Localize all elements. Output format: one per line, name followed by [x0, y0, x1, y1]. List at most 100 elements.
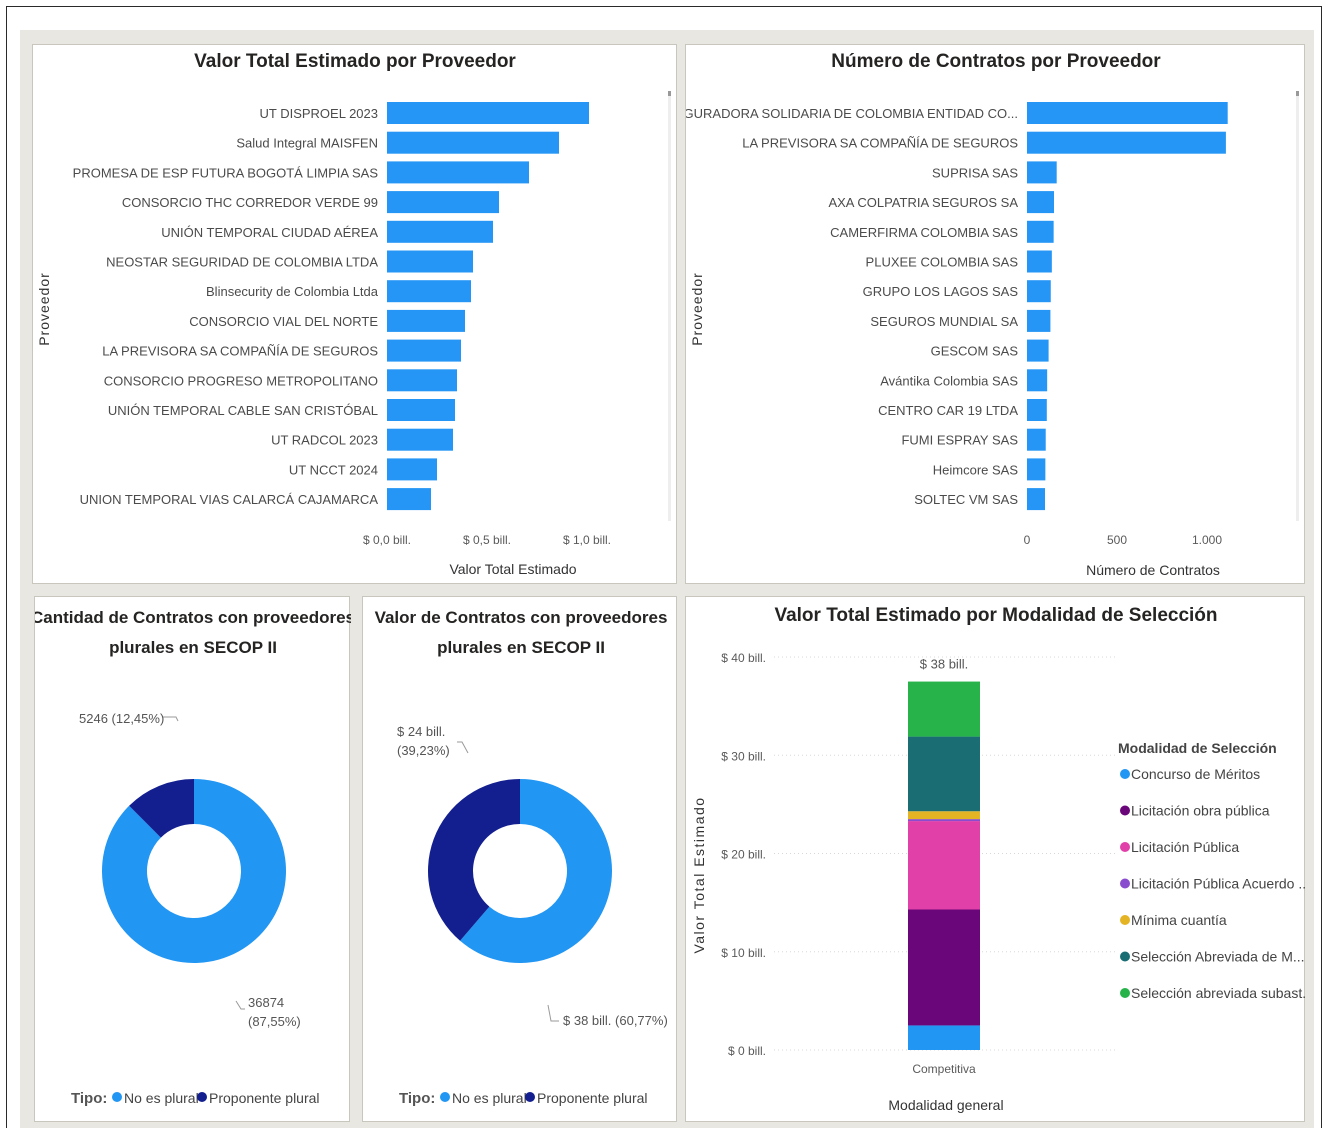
chart-valor-modalidad: Valor Total Estimado por Modalidad de Se… — [691, 605, 1314, 1113]
bar[interactable] — [387, 250, 473, 273]
stack-segment[interactable] — [908, 736, 980, 812]
chart-title: Valor Total Estimado por Proveedor — [194, 51, 516, 72]
donut-slice[interactable] — [428, 779, 520, 941]
panel-cantidad-plurales[interactable]: Cantidad de Contratos con proveedores plu… — [31, 596, 355, 1122]
stack-segment[interactable] — [908, 819, 980, 822]
panel-valor-modalidad[interactable]: Valor Total Estimado por Modalidad de Se… — [685, 596, 1314, 1122]
legend-item[interactable]: Licitación Pública — [1131, 839, 1239, 855]
data-label: 5246 (12,45%) — [79, 711, 164, 726]
x-tick-label: $ 0,5 bill. — [463, 533, 511, 547]
legend-item[interactable]: Mínima cuantía — [1131, 912, 1227, 928]
category-label: FUMI ESPRAY SAS — [901, 433, 1018, 448]
x-tick-label: $ 0,0 bill. — [363, 533, 411, 547]
legend-marker-plural — [197, 1092, 207, 1102]
category-label: Salud Integral MAISFEN — [236, 136, 378, 151]
x-axis-title: Valor Total Estimado — [449, 561, 576, 577]
bar[interactable] — [387, 428, 453, 451]
stack-segment[interactable] — [908, 909, 980, 1026]
bar[interactable] — [1027, 280, 1051, 303]
stack-segment[interactable] — [908, 821, 980, 910]
y-tick-label: $ 20 bill. — [721, 848, 766, 862]
legend-title: Tipo: — [71, 1090, 107, 1107]
category-label: UNIÓN TEMPORAL CABLE SAN CRISTÓBAL — [108, 403, 378, 418]
bar[interactable] — [387, 220, 493, 243]
bar[interactable] — [1027, 102, 1228, 124]
data-label: $ 38 bill. (60,77%) — [563, 1013, 668, 1028]
bar[interactable] — [387, 280, 471, 303]
chart-valor-por-proveedor: Valor Total Estimado por Proveedor Prove… — [36, 51, 671, 577]
donut-slice[interactable] — [129, 779, 194, 838]
bar[interactable] — [1027, 399, 1047, 421]
bar[interactable] — [1027, 428, 1046, 451]
bar[interactable] — [387, 131, 559, 154]
category-label: SUPRISA SAS — [932, 165, 1018, 180]
chart-title: Valor Total Estimado por Modalidad de Se… — [774, 605, 1217, 626]
bar[interactable] — [1027, 250, 1052, 273]
bar[interactable] — [1027, 458, 1046, 481]
data-label: 36874 (87,55%) — [248, 995, 301, 1029]
donut-slice[interactable] — [102, 779, 287, 963]
scrollbar-track[interactable] — [1296, 91, 1299, 521]
bar[interactable] — [387, 458, 437, 481]
y-tick-label: $ 30 bill. — [721, 749, 766, 763]
legend-marker — [1120, 769, 1130, 779]
legend-item-plural[interactable]: Proponente plural — [537, 1090, 648, 1106]
bar[interactable] — [1027, 339, 1049, 362]
bar[interactable] — [387, 309, 465, 332]
x-tick-label: Competitiva — [912, 1062, 976, 1076]
legend-item[interactable]: Selección abreviada subast... — [1131, 985, 1314, 1001]
scrollbar-thumb[interactable] — [668, 91, 671, 96]
panel-contratos-por-proveedor[interactable]: Número de Contratos por Proveedor Provee… — [658, 44, 1305, 584]
x-axis-title: Modalidad general — [888, 1097, 1003, 1113]
bar[interactable] — [1027, 488, 1045, 511]
legend-item-no-plural[interactable]: No es plural — [124, 1090, 199, 1106]
category-label: LA PREVISORA SA COMPAÑÍA DE SEGUROS — [742, 136, 1018, 151]
bar[interactable] — [387, 339, 461, 362]
bar[interactable] — [1027, 369, 1048, 392]
scrollbar-thumb[interactable] — [1296, 91, 1299, 96]
bar[interactable] — [1027, 309, 1051, 332]
legend-item-no-plural[interactable]: No es plural — [452, 1090, 527, 1106]
bar[interactable] — [387, 369, 457, 392]
leader-line — [547, 1004, 559, 1022]
chart-contratos-por-proveedor: Número de Contratos por Proveedor Provee… — [658, 51, 1299, 578]
scrollbar-track[interactable] — [668, 91, 671, 521]
category-label: SEGUROS MUNDIAL SA — [870, 314, 1018, 329]
category-label: CONSORCIO THC CORREDOR VERDE 99 — [122, 195, 378, 210]
legend-marker-no-plural — [440, 1092, 450, 1102]
category-label: PLUXEE COLOMBIA SAS — [866, 255, 1019, 270]
stack-segment[interactable] — [908, 811, 980, 820]
legend-item[interactable]: Licitación obra pública — [1131, 803, 1270, 819]
category-label: UT DISPROEL 2023 — [260, 106, 379, 121]
category-label: UNIÓN TEMPORAL CIUDAD AÉREA — [161, 225, 378, 240]
y-tick-label: $ 10 bill. — [721, 946, 766, 960]
legend-item[interactable]: Concurso de Méritos — [1131, 766, 1260, 782]
panel-valor-plurales[interactable]: Valor de Contratos con proveedores plural… — [362, 596, 677, 1122]
chart-cantidad-plurales: Cantidad de Contratos con proveedores plu… — [31, 608, 355, 1107]
legend-item-plural[interactable]: Proponente plural — [209, 1090, 320, 1106]
category-label: PROMESA DE ESP FUTURA BOGOTÁ LIMPIA SAS — [73, 165, 379, 180]
x-tick-label: $ 1,0 bill. — [563, 533, 611, 547]
bar[interactable] — [1027, 191, 1054, 214]
bar[interactable] — [1027, 161, 1057, 184]
x-tick-label: 500 — [1107, 533, 1127, 547]
leader-line — [235, 1000, 245, 1010]
bar[interactable] — [1027, 220, 1054, 243]
donut-slice[interactable] — [460, 779, 612, 963]
bar[interactable] — [387, 102, 589, 124]
y-tick-label: $ 0 bill. — [728, 1044, 766, 1058]
legend-item[interactable]: Licitación Pública Acuerdo ... — [1131, 876, 1310, 892]
stack-segment[interactable] — [908, 1025, 980, 1050]
panel-valor-por-proveedor[interactable]: Valor Total Estimado por Proveedor Prove… — [32, 44, 677, 584]
bar[interactable] — [387, 161, 529, 184]
bar[interactable] — [387, 399, 455, 421]
bar[interactable] — [387, 488, 431, 511]
bar[interactable] — [1027, 131, 1226, 154]
legend-item[interactable]: Selección Abreviada de M... — [1131, 949, 1305, 965]
bar[interactable] — [387, 191, 499, 214]
legend-title: Modalidad de Selección — [1118, 740, 1277, 756]
category-label: Blinsecurity de Colombia Ltda — [206, 284, 379, 299]
stack-segment[interactable] — [908, 681, 980, 737]
category-label: GESCOM SAS — [931, 344, 1019, 359]
data-label: $ 24 bill. (39,23%) — [397, 724, 450, 758]
